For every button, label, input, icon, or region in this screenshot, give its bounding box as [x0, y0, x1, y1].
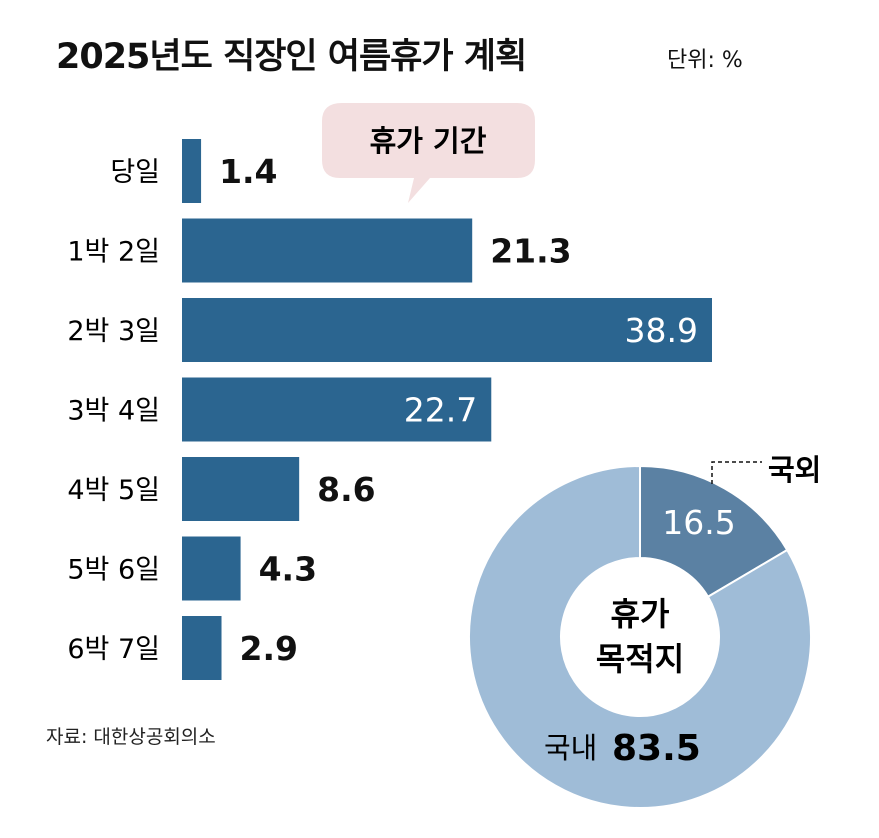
overseas-name-label: 국외 — [768, 453, 821, 487]
bar-chart-title: 휴가 기간 — [370, 124, 487, 158]
bar-category-label: 5박 6일 — [67, 555, 160, 586]
bar-category-label: 2박 3일 — [67, 316, 160, 347]
bar-category-label: 3박 4일 — [67, 396, 160, 427]
donut-center-label: 휴가 — [611, 595, 670, 633]
bar-value-label: 4.3 — [259, 550, 317, 589]
bar — [182, 616, 222, 680]
bar-category-label: 6박 7일 — [67, 634, 160, 665]
bar — [182, 536, 241, 601]
bar-category-label: 당일 — [110, 157, 160, 188]
bar-value-label: 1.4 — [219, 152, 277, 191]
leader-line — [711, 461, 762, 484]
donut-slice — [639, 464, 789, 599]
callout-bubble — [322, 103, 535, 203]
bar-value-label: 38.9 — [625, 311, 698, 350]
bar — [182, 139, 202, 203]
source-label: 자료: 대한상공회의소 — [46, 726, 216, 748]
bar — [182, 298, 712, 362]
bar-value-label: 8.6 — [317, 470, 375, 509]
overseas-value-label: 16.5 — [662, 503, 735, 542]
bar-value-label: 2.9 — [240, 629, 298, 668]
bar-value-label: 22.7 — [404, 391, 477, 430]
domestic-name-label: 국내 — [544, 731, 597, 765]
donut-slice — [468, 464, 812, 809]
bar — [182, 377, 492, 442]
chart-title: 2025년도 직장인 여름휴가 계획 — [56, 37, 527, 77]
unit-label: 단위: % — [667, 48, 743, 73]
bar-category-label: 4박 5일 — [67, 475, 160, 506]
bar — [182, 457, 300, 521]
bar-value-label: 21.3 — [490, 232, 571, 271]
bar-category-label: 1박 2일 — [67, 237, 160, 268]
donut-center-label: 목적지 — [596, 640, 684, 678]
domestic-value-label: 83.5 — [612, 728, 701, 769]
bar — [182, 218, 473, 283]
